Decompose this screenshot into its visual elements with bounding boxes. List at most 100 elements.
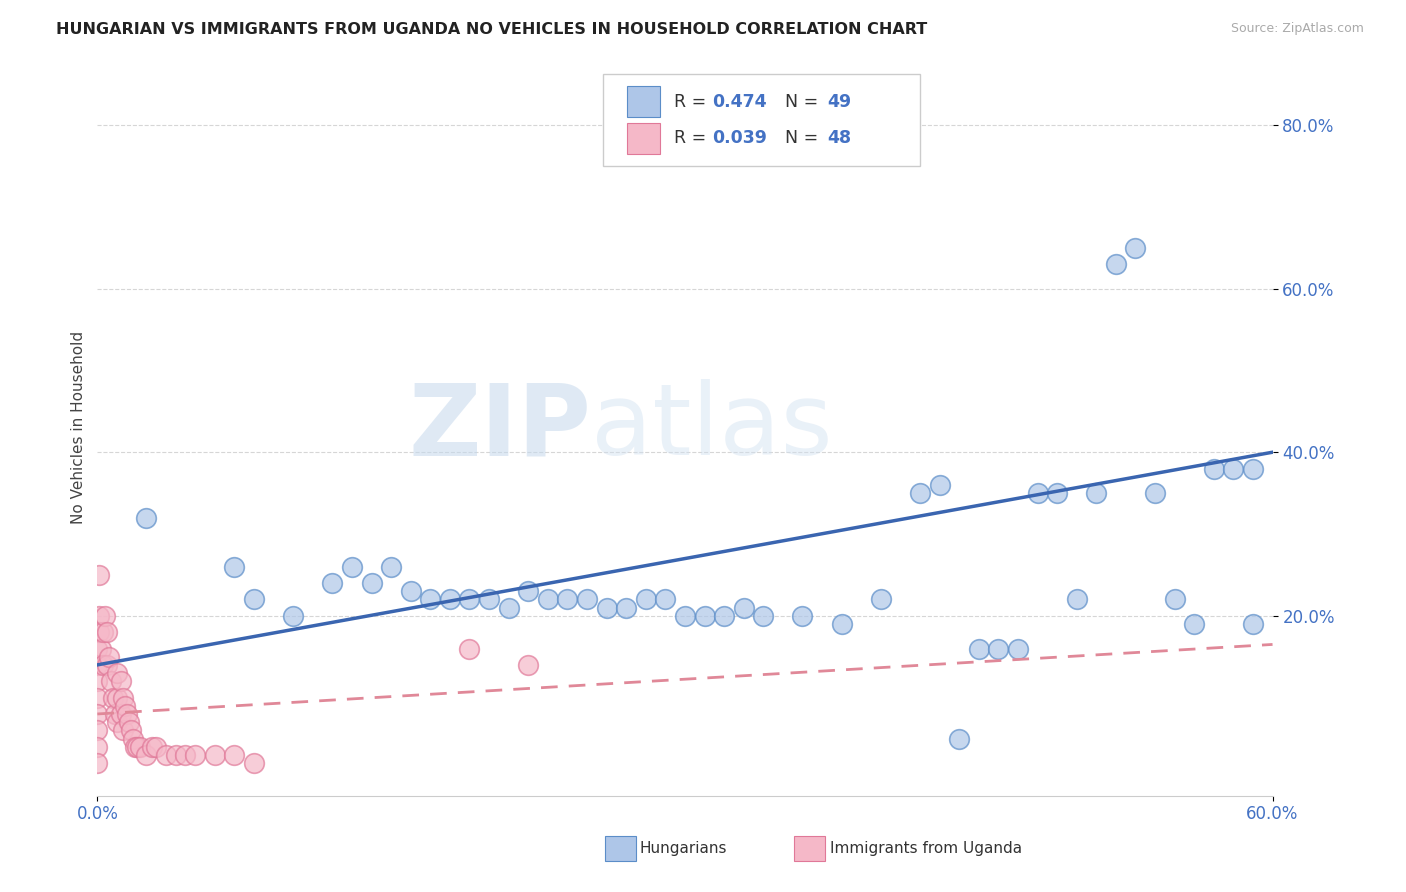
Point <box>693 608 716 623</box>
Point <box>105 715 128 730</box>
Point <box>118 715 141 730</box>
Text: 0.474: 0.474 <box>711 93 766 111</box>
Point <box>948 731 970 746</box>
Point <box>1046 486 1069 500</box>
Point <box>124 739 146 754</box>
Point <box>89 625 111 640</box>
Point <box>1007 641 1029 656</box>
Point <box>86 723 108 738</box>
Point <box>673 608 696 623</box>
Point <box>869 592 891 607</box>
Point <box>517 657 540 672</box>
Point <box>125 739 148 754</box>
Point <box>110 706 132 721</box>
Point <box>155 747 177 762</box>
Point <box>165 747 187 762</box>
Text: Source: ZipAtlas.com: Source: ZipAtlas.com <box>1230 22 1364 36</box>
FancyBboxPatch shape <box>603 74 920 166</box>
Point <box>1026 486 1049 500</box>
Point <box>399 584 422 599</box>
Point <box>89 568 111 582</box>
Point <box>115 706 138 721</box>
Point <box>135 510 157 524</box>
Point <box>614 600 637 615</box>
Point <box>111 690 134 705</box>
Point <box>90 641 112 656</box>
Text: N =: N = <box>775 129 824 147</box>
Text: atlas: atlas <box>591 379 832 476</box>
Text: HUNGARIAN VS IMMIGRANTS FROM UGANDA NO VEHICLES IN HOUSEHOLD CORRELATION CHART: HUNGARIAN VS IMMIGRANTS FROM UGANDA NO V… <box>56 22 928 37</box>
Point <box>86 739 108 754</box>
Text: ZIP: ZIP <box>408 379 591 476</box>
Text: Hungarians: Hungarians <box>640 841 727 855</box>
Point <box>733 600 755 615</box>
Point <box>105 690 128 705</box>
Point <box>439 592 461 607</box>
Point <box>713 608 735 623</box>
Point <box>86 674 108 689</box>
Point <box>129 739 152 754</box>
Point <box>86 756 108 770</box>
Point <box>86 690 108 705</box>
Point <box>86 706 108 721</box>
Text: R =: R = <box>675 129 711 147</box>
Text: Immigrants from Uganda: Immigrants from Uganda <box>830 841 1022 855</box>
Point <box>114 698 136 713</box>
Point <box>1066 592 1088 607</box>
Point <box>380 559 402 574</box>
Point <box>321 576 343 591</box>
Point <box>419 592 441 607</box>
Point <box>86 657 108 672</box>
Point <box>121 731 143 746</box>
Point <box>831 617 853 632</box>
Point <box>634 592 657 607</box>
Point <box>1085 486 1108 500</box>
Point <box>145 739 167 754</box>
Point <box>478 592 501 607</box>
Text: N =: N = <box>775 93 824 111</box>
Point <box>94 608 117 623</box>
Point <box>105 666 128 681</box>
Point <box>340 559 363 574</box>
Point <box>557 592 579 607</box>
Point <box>654 592 676 607</box>
Point <box>98 649 121 664</box>
Point <box>96 657 118 672</box>
Point <box>89 608 111 623</box>
Point <box>104 706 127 721</box>
Point <box>1222 461 1244 475</box>
Point <box>1202 461 1225 475</box>
Text: 49: 49 <box>827 93 851 111</box>
Point <box>1143 486 1166 500</box>
Point <box>120 723 142 738</box>
Point <box>91 657 114 672</box>
Text: 48: 48 <box>827 129 851 147</box>
Point <box>141 739 163 754</box>
Point <box>752 608 775 623</box>
Point <box>360 576 382 591</box>
Point <box>224 559 246 574</box>
Point <box>110 674 132 689</box>
Point <box>91 625 114 640</box>
Point <box>243 756 266 770</box>
Point <box>987 641 1010 656</box>
Point <box>792 608 814 623</box>
Point <box>174 747 197 762</box>
Point <box>967 641 990 656</box>
Point <box>595 600 617 615</box>
Point <box>1182 617 1205 632</box>
Point <box>1125 241 1147 255</box>
Point <box>537 592 560 607</box>
Point <box>1163 592 1185 607</box>
Point <box>498 600 520 615</box>
Point <box>224 747 246 762</box>
Point <box>928 478 950 492</box>
Point <box>908 486 931 500</box>
Point <box>458 592 481 607</box>
Text: 0.039: 0.039 <box>711 129 766 147</box>
Point <box>184 747 207 762</box>
Point <box>576 592 599 607</box>
Point <box>100 674 122 689</box>
Point <box>458 641 481 656</box>
FancyBboxPatch shape <box>627 123 661 153</box>
